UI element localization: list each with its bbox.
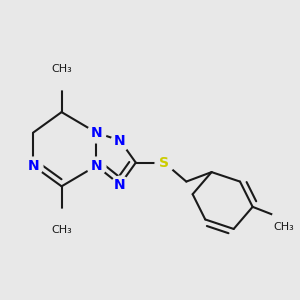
Text: N: N [91, 159, 102, 173]
Text: N: N [27, 159, 39, 173]
Text: CH₃: CH₃ [51, 225, 72, 235]
Text: N: N [91, 126, 102, 140]
Text: S: S [159, 156, 169, 170]
Text: N: N [114, 178, 126, 192]
Text: N: N [114, 134, 126, 148]
Text: CH₃: CH₃ [51, 64, 72, 74]
Text: CH₃: CH₃ [274, 222, 295, 232]
